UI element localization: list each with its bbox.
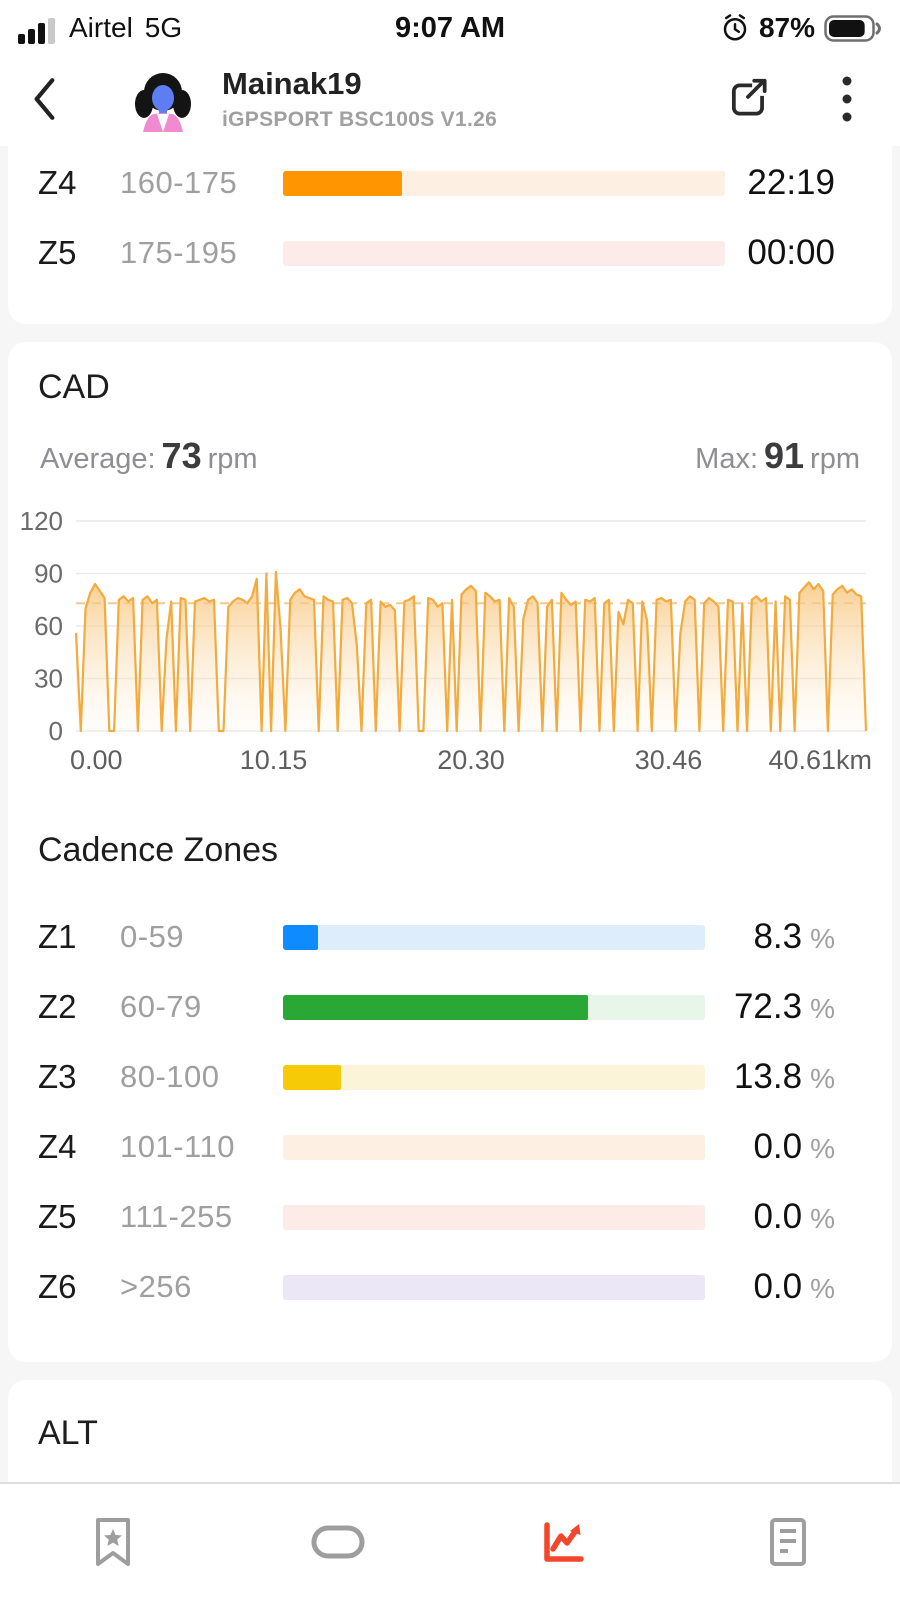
cadence-area-chart[interactable]: 0 30 60 90 120 0.00 10.15 20.30 30.46 40.61km	[18, 507, 892, 779]
zone-bar-track	[283, 1064, 705, 1090]
zone-label: Z4	[38, 1128, 77, 1165]
zone-bar-track	[283, 1134, 705, 1160]
svg-text:40.61km: 40.61km	[768, 745, 872, 775]
zone-bar-track	[283, 240, 725, 266]
zone-label: Z5	[38, 234, 77, 271]
cellular-signal-icon	[18, 18, 55, 44]
status-time: 9:07 AM	[394, 11, 506, 44]
zone-row: Z5 175-195 00:00	[8, 218, 892, 288]
zone-bar-fill	[283, 1064, 342, 1090]
svg-text:30.46: 30.46	[635, 745, 703, 775]
tab-device[interactable]	[225, 1484, 450, 1600]
zone-value: 13.8%	[733, 1057, 835, 1096]
zone-row: Z6 >256 0.0%	[8, 1252, 892, 1322]
zone-label: Z6	[38, 1268, 77, 1305]
status-bar: Airtel 5G 9:07 AM 87%	[0, 0, 900, 52]
battery-percentage: 87%	[758, 12, 815, 43]
cad-average-value: 73	[161, 435, 202, 476]
tab-bookmarks[interactable]	[0, 1484, 225, 1600]
cadence-zone-rows: Z1 0-59 8.3% Z2 60-79 72.3% Z3 80-100 13…	[8, 902, 892, 1322]
bookmark-star-icon	[95, 1518, 130, 1566]
zone-value: 72.3%	[733, 987, 835, 1026]
more-menu-button[interactable]	[824, 76, 870, 122]
svg-text:90: 90	[34, 559, 63, 589]
hr-zone-rows: Z4 160-175 22:19 Z5 175-195 00:00	[8, 148, 892, 288]
zone-value: 0.0%	[753, 1267, 835, 1306]
bottom-tab-bar	[0, 1482, 900, 1600]
zone-value: 0.0%	[753, 1197, 835, 1236]
zone-label: Z4	[38, 164, 77, 201]
cad-section-title: CAD	[38, 368, 110, 406]
svg-text:30: 30	[34, 664, 63, 694]
battery-icon	[824, 14, 882, 42]
svg-text:20.30: 20.30	[437, 745, 505, 775]
zone-range-label: 175-195	[120, 235, 238, 270]
zone-value: 00:00	[747, 233, 835, 272]
share-button[interactable]	[726, 76, 772, 122]
chevron-left-icon	[34, 78, 55, 120]
zone-range-label: >256	[120, 1269, 192, 1304]
back-button[interactable]	[30, 74, 74, 124]
zone-label: Z3	[38, 1058, 77, 1095]
device-model-subtitle: iGPSPORT BSC100S V1.26	[222, 107, 498, 131]
zone-bar-track	[283, 994, 705, 1020]
cad-max-value: 91	[764, 435, 805, 476]
network-type-label: 5G	[144, 12, 183, 43]
user-avatar[interactable]	[130, 66, 196, 132]
zone-bar-track	[283, 170, 725, 196]
document-list-icon	[769, 1518, 806, 1566]
alt-section-title: ALT	[38, 1414, 98, 1452]
svg-text:0.00: 0.00	[70, 745, 123, 775]
share-export-icon	[731, 78, 767, 116]
zone-range-label: 0-59	[120, 919, 185, 954]
device-user-title: Mainak19	[222, 66, 362, 102]
hr-zones-card: Z4 160-175 22:19 Z5 175-195 00:00	[8, 146, 892, 324]
zone-range-label: 60-79	[120, 989, 202, 1024]
cad-max-stat: Max: 91 rpm	[695, 435, 860, 476]
svg-text:10.15: 10.15	[240, 745, 308, 775]
zone-bar-fill	[283, 924, 319, 950]
zone-label: Z2	[38, 988, 77, 1025]
carrier-label: Airtel	[69, 12, 133, 43]
zone-bar-track	[283, 1274, 705, 1300]
zone-range-label: 111-255	[120, 1199, 233, 1234]
zone-row: Z5 111-255 0.0%	[8, 1182, 892, 1252]
zone-row: Z2 60-79 72.3%	[8, 972, 892, 1042]
zone-value: 22:19	[747, 163, 835, 202]
kebab-menu-icon	[842, 76, 852, 122]
cad-stats-row: Average: 73 rpm Max: 91 rpm	[8, 435, 892, 477]
page-header: Mainak19 iGPSPORT BSC100S V1.26	[0, 52, 900, 146]
zone-row: Z4 101-110 0.0%	[8, 1112, 892, 1182]
tab-analysis[interactable]	[450, 1484, 675, 1600]
zone-range-label: 160-175	[120, 165, 238, 200]
zone-value: 0.0%	[753, 1127, 835, 1166]
zone-row: Z1 0-59 8.3%	[8, 902, 892, 972]
svg-text:0: 0	[49, 716, 63, 746]
zone-row: Z4 160-175 22:19	[8, 148, 892, 218]
zone-row: Z3 80-100 13.8%	[8, 1042, 892, 1112]
band-ring-icon	[311, 1525, 364, 1559]
line-chart-icon	[543, 1522, 584, 1562]
cadence-card: CAD Average: 73 rpm Max: 91 rpm 0 30 60 90 120 0.…	[8, 342, 892, 1362]
svg-text:60: 60	[34, 611, 63, 641]
zone-bar-track	[283, 1204, 705, 1230]
svg-text:120: 120	[20, 507, 63, 536]
zone-bar-track	[283, 924, 705, 950]
zone-bar-fill	[283, 170, 403, 196]
zone-label: Z1	[38, 918, 77, 955]
zone-value: 8.3%	[753, 917, 835, 956]
zone-bar-fill	[283, 994, 589, 1020]
zone-range-label: 80-100	[120, 1059, 220, 1094]
tab-report[interactable]	[675, 1484, 900, 1600]
cad-average-stat: Average: 73 rpm	[40, 435, 258, 476]
zone-range-label: 101-110	[120, 1129, 235, 1164]
cadence-zones-title: Cadence Zones	[38, 831, 279, 869]
alarm-clock-icon	[723, 14, 747, 41]
zone-label: Z5	[38, 1198, 77, 1235]
